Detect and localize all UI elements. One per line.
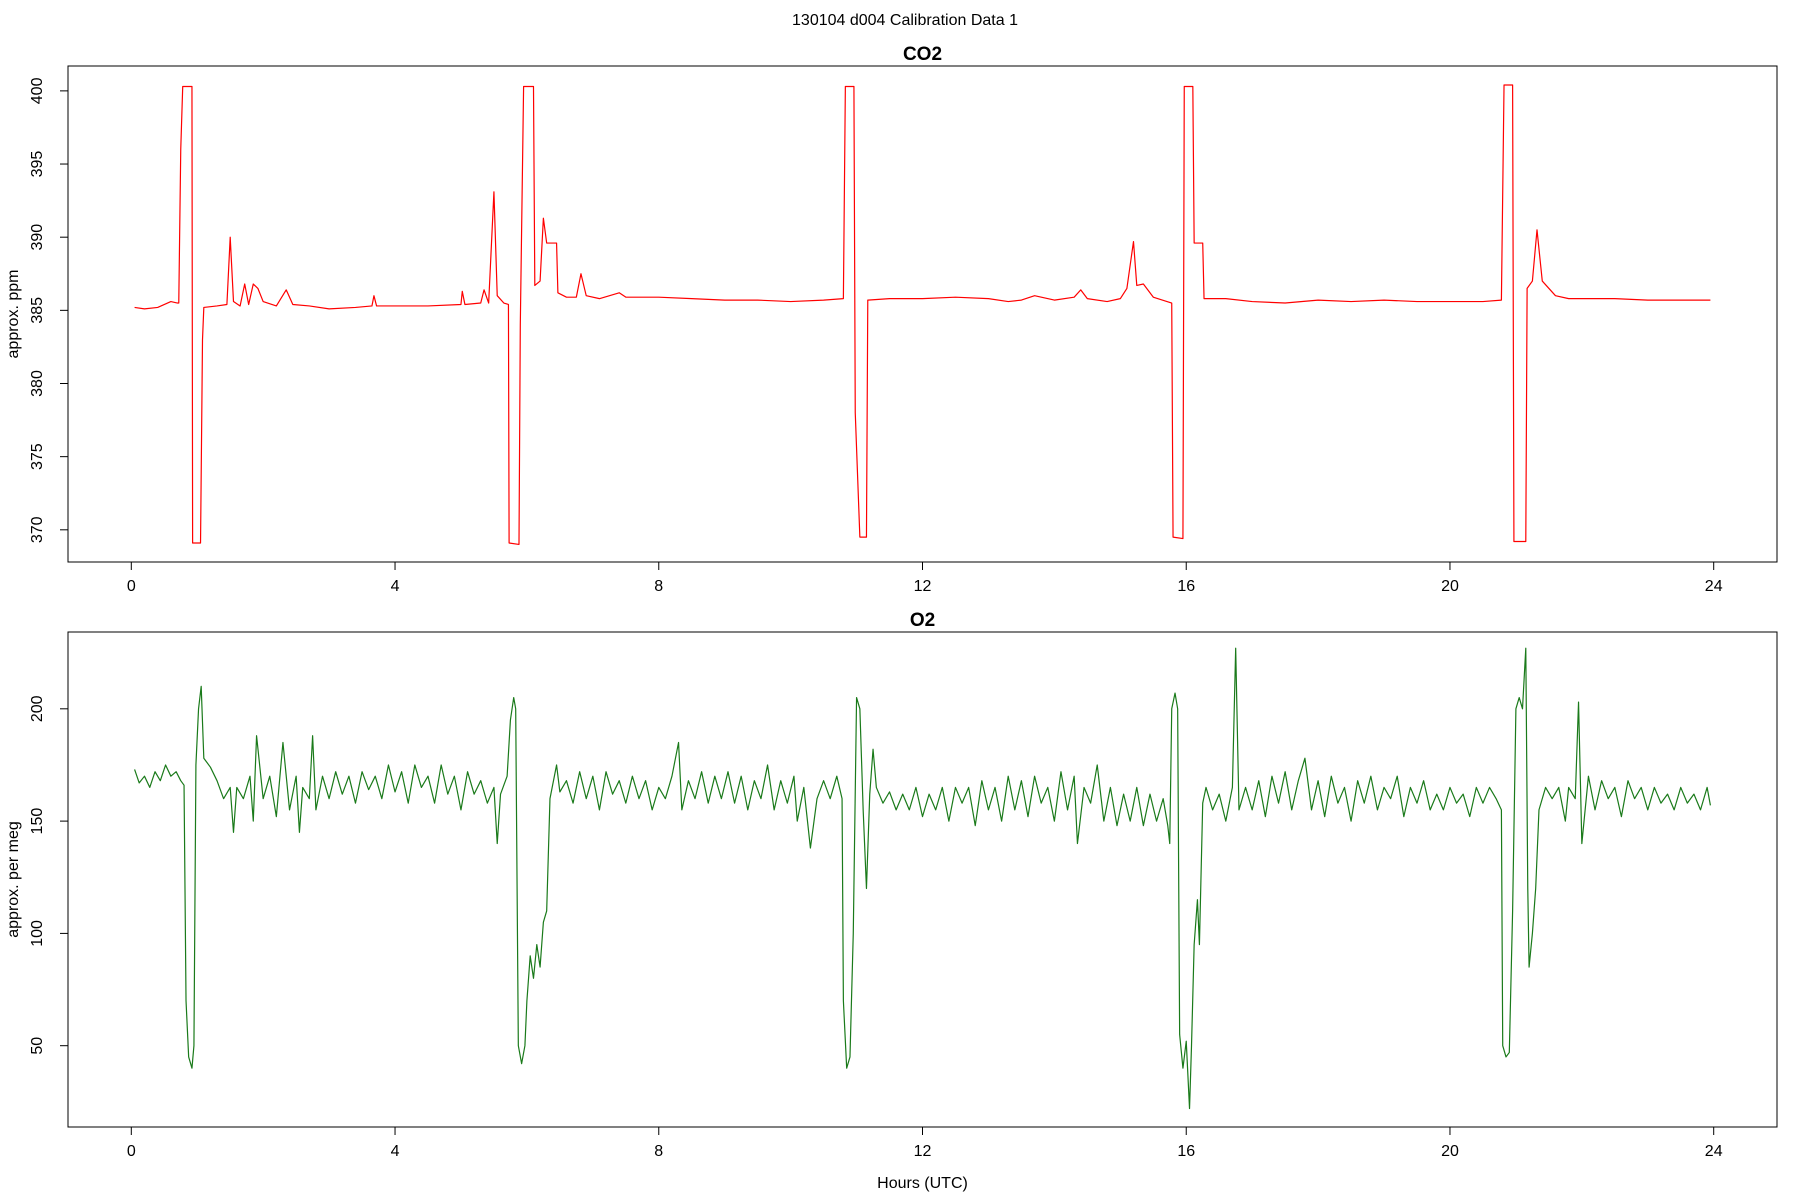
y-tick-label: 150 — [29, 808, 46, 835]
y-tick-label: 100 — [29, 920, 46, 947]
x-tick-label: 4 — [391, 578, 400, 595]
y-tick-label: 380 — [29, 370, 46, 397]
x-tick-label: 12 — [914, 578, 932, 595]
x-tick-label: 0 — [127, 1143, 136, 1160]
panel-title: O2 — [910, 610, 935, 631]
x-tick-label: 0 — [127, 578, 136, 595]
y-tick-label: 400 — [29, 77, 46, 104]
y-tick-label: 200 — [29, 695, 46, 722]
y-tick-label: 390 — [29, 224, 46, 251]
y-tick-label: 375 — [29, 443, 46, 470]
x-tick-label: 16 — [1177, 578, 1195, 595]
x-tick-label: 8 — [654, 578, 663, 595]
y-tick-label: 385 — [29, 297, 46, 324]
x-tick-label: 12 — [914, 1143, 932, 1160]
y-axis-label: approx. ppm — [5, 270, 22, 359]
y-axis-label: approx. per meg — [5, 821, 22, 938]
panel-title: CO2 — [903, 44, 942, 65]
y-tick-label: 50 — [29, 1037, 46, 1055]
x-tick-label: 20 — [1441, 1143, 1459, 1160]
x-tick-label: 4 — [391, 1143, 400, 1160]
x-axis-label: Hours (UTC) — [877, 1175, 968, 1192]
x-tick-label: 24 — [1705, 1143, 1723, 1160]
y-tick-label: 370 — [29, 516, 46, 543]
data-line — [134, 647, 1712, 1110]
data-line — [134, 84, 1711, 546]
y-tick-label: 395 — [29, 151, 46, 178]
plot-frame — [67, 631, 1778, 1128]
plot-frame — [67, 65, 1778, 563]
x-tick-label: 24 — [1705, 578, 1723, 595]
x-tick-label: 20 — [1441, 578, 1459, 595]
x-tick-label: 8 — [654, 1143, 663, 1160]
x-tick-label: 16 — [1177, 1143, 1195, 1160]
figure-title: 130104 d004 Calibration Data 1 — [792, 12, 1018, 29]
